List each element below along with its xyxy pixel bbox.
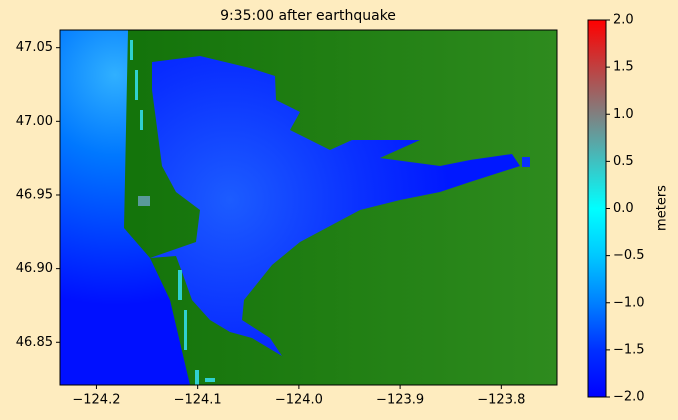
y-tick-label: 46.85 xyxy=(16,335,53,350)
colorbar-tick-label: −1.0 xyxy=(613,295,645,310)
y-tick-label: 47.00 xyxy=(16,114,53,129)
y-tick-label: 46.90 xyxy=(16,261,53,276)
colorbar-label: meters xyxy=(655,185,670,231)
x-tick-label: −123.9 xyxy=(376,393,424,408)
map xyxy=(60,30,557,385)
y-tick-label: 46.95 xyxy=(16,187,53,202)
colorbar-tick-label: −1.5 xyxy=(613,342,645,357)
colorbar-tick-label: 0.0 xyxy=(613,201,634,216)
pond xyxy=(522,157,530,167)
bay xyxy=(150,56,520,356)
colorbar-tick-label: −0.5 xyxy=(613,248,645,263)
chart-title: 9:35:00 after earthquake xyxy=(220,8,396,24)
colorbar xyxy=(587,19,607,398)
axes-frame xyxy=(59,29,558,386)
x-tick-label: −124.0 xyxy=(275,393,323,408)
colorbar-tick-label: 1.0 xyxy=(613,107,634,122)
x-tick-label: −124.1 xyxy=(174,393,222,408)
ocean xyxy=(60,30,190,385)
colorbar-tick-label: −2.0 xyxy=(613,390,645,405)
colorbar-tick-label: 1.5 xyxy=(613,60,634,75)
coast-cells xyxy=(130,40,215,385)
x-tick-label: −123.8 xyxy=(477,393,525,408)
y-tick-label: 47.05 xyxy=(16,40,53,55)
colorbar-tick-label: 0.5 xyxy=(613,154,634,169)
x-tick-label: −124.2 xyxy=(72,393,120,408)
colorbar-tick-label: 2.0 xyxy=(613,13,634,28)
